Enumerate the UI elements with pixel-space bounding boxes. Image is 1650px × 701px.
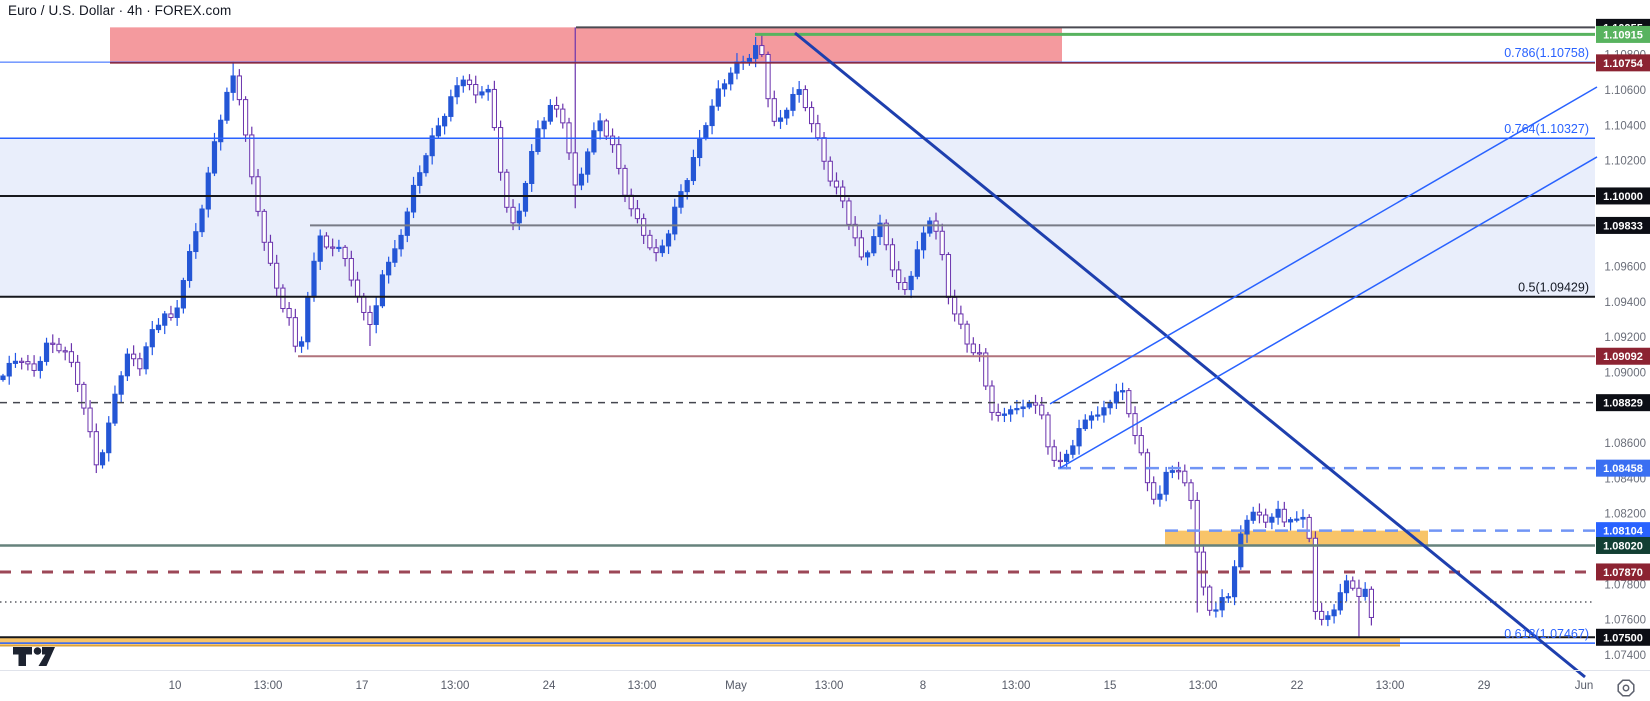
gear-icon: [1617, 679, 1635, 697]
price-badge: [1596, 563, 1650, 581]
price-badge: [1596, 459, 1650, 477]
time-axis-label: 24: [542, 680, 556, 692]
time-axis-label: 22: [1290, 680, 1304, 692]
price-grid-label: 1.09200: [1604, 332, 1646, 344]
price-grid-label: 1.09600: [1604, 262, 1646, 274]
price-badge: [1596, 628, 1650, 646]
price-grid-label: 1.09400: [1604, 297, 1646, 309]
svg-text:1.10754: 1.10754: [1603, 58, 1644, 70]
price-grid-label: 1.10200: [1604, 156, 1646, 168]
price-grid-label: 1.07600: [1604, 615, 1646, 627]
price-badge: [1596, 216, 1650, 234]
fib-label: 0.764(1.10327): [1504, 122, 1589, 136]
price-grid-label: 1.07800: [1604, 579, 1646, 591]
svg-text:1.08458: 1.08458: [1603, 463, 1643, 475]
downtrend-line[interactable]: [794, 31, 1586, 679]
trendlines: [794, 31, 1598, 679]
svg-text:1.07500: 1.07500: [1603, 632, 1643, 644]
price-grid-label: 1.08200: [1604, 509, 1646, 521]
price-levels: [0, 26, 1595, 644]
svg-text:1.10915: 1.10915: [1603, 29, 1643, 41]
price-badge: [1596, 522, 1650, 540]
price-badge: [1596, 347, 1650, 365]
price-grid-label: 1.10600: [1604, 85, 1646, 97]
svg-text:1.10000: 1.10000: [1603, 191, 1643, 203]
time-axis-label: May: [725, 680, 747, 692]
time-axis-label: 17: [355, 680, 369, 692]
fib-label: 0.5(1.09429): [1518, 281, 1589, 295]
svg-text:1.07870: 1.07870: [1603, 567, 1643, 579]
time-axis-label: 13:00: [440, 680, 470, 692]
svg-text:1.08829: 1.08829: [1603, 398, 1643, 410]
time-axis-label: 10: [168, 680, 182, 692]
time-axis[interactable]: 10 13:00 17 13:00 24 13:00 May 13:00 8 13:00 15 13:…: [0, 670, 1650, 701]
support-band[interactable]: [0, 637, 1400, 646]
price-badge: [1596, 25, 1650, 43]
time-axis-label: 8: [919, 680, 927, 692]
svg-text:1.09833: 1.09833: [1603, 220, 1643, 232]
svg-text:1.08104: 1.08104: [1603, 526, 1644, 538]
price-grid-label: 1.08600: [1604, 438, 1646, 450]
time-axis-label: 29: [1477, 680, 1491, 692]
supply-zone[interactable]: [110, 27, 1062, 63]
time-axis-label: 13:00: [627, 680, 657, 692]
fib-label: 0.786(1.10758): [1504, 46, 1589, 60]
time-axis-label: 13:00: [1001, 680, 1031, 692]
time-axis-label: 13:00: [1188, 680, 1218, 692]
price-badge: [1596, 187, 1650, 205]
price-grid-label: 1.09000: [1604, 367, 1646, 379]
time-axis-label: 13:00: [1375, 680, 1405, 692]
price-badge: [1596, 394, 1650, 412]
symbol-title: Euro / U.S. Dollar · 4h · FOREX.com: [8, 3, 232, 18]
channel-lower-line[interactable]: [1059, 156, 1598, 469]
fib-labels: 0.786(1.10758) 0.764(1.10327) 0.5(1.09429)…: [1504, 46, 1589, 641]
resistance-box[interactable]: [1165, 530, 1428, 546]
time-axis-label: Jun: [1574, 680, 1594, 692]
svg-text:1.09092: 1.09092: [1603, 351, 1643, 363]
price-badge: [1596, 536, 1650, 554]
fib-label: 0.618(1.07467): [1504, 627, 1589, 641]
zones: [0, 27, 1595, 647]
channel-upper-line[interactable]: [1049, 86, 1598, 405]
tradingview-logo[interactable]: [13, 647, 55, 666]
time-axis-label: 15: [1103, 680, 1117, 692]
fib-band-zone[interactable]: [0, 138, 1595, 297]
svg-text:1.08020: 1.08020: [1603, 540, 1643, 552]
price-grid-label: 1.10400: [1604, 120, 1646, 132]
time-axis-label: 13:00: [814, 680, 844, 692]
price-scale[interactable]: 1.108001.106001.104001.102001.096001.094…: [1595, 0, 1650, 670]
time-axis-label: 13:00: [253, 680, 283, 692]
price-badge: [1596, 54, 1650, 72]
price-grid-label: 1.07400: [1604, 650, 1646, 662]
settings-gear-icon[interactable]: [1616, 678, 1636, 698]
